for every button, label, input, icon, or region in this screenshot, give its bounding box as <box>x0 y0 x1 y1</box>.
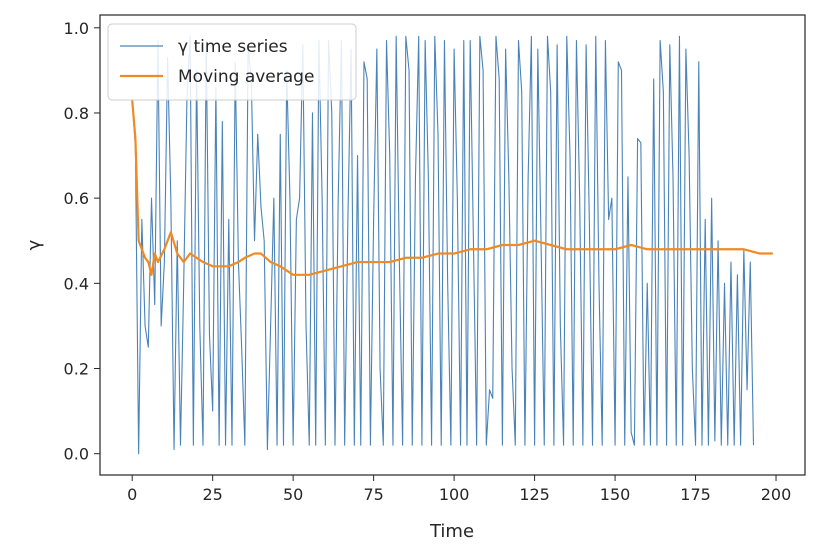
y-tick-label: 1.0 <box>64 19 89 38</box>
y-axis-label: γ <box>24 239 45 250</box>
legend-box <box>107 23 357 101</box>
x-tick-label: 200 <box>761 485 792 504</box>
plot-frame <box>99 14 806 476</box>
series-line-1 <box>131 100 773 276</box>
x-tick-label: 0 <box>127 485 137 504</box>
x-tick-label: 125 <box>519 485 550 504</box>
y-tick-label: 0.8 <box>64 104 89 123</box>
x-tick-label: 100 <box>439 485 470 504</box>
x-tick-label: 150 <box>600 485 631 504</box>
y-tick-label: 0.0 <box>64 445 89 464</box>
ticks-layer: 0 25 50 75 100 125 150 175 200 0.0 0.2 0.4 0.6 0.8 1.0 <box>64 19 792 504</box>
y-tick-label: 0.4 <box>64 274 89 293</box>
legend-label-series-1: Moving average <box>178 67 314 87</box>
x-axis-label: Time <box>429 521 474 542</box>
x-tick-label: 75 <box>363 485 383 504</box>
x-tick-label: 25 <box>202 485 222 504</box>
y-tick-label: 0.6 <box>64 189 89 208</box>
legend-label-series-0: γ time series <box>178 37 288 57</box>
x-tick-label: 50 <box>283 485 303 504</box>
y-tick-label: 0.2 <box>64 360 89 379</box>
x-tick-label: 175 <box>680 485 711 504</box>
legend: γ time series Moving average <box>107 23 357 101</box>
